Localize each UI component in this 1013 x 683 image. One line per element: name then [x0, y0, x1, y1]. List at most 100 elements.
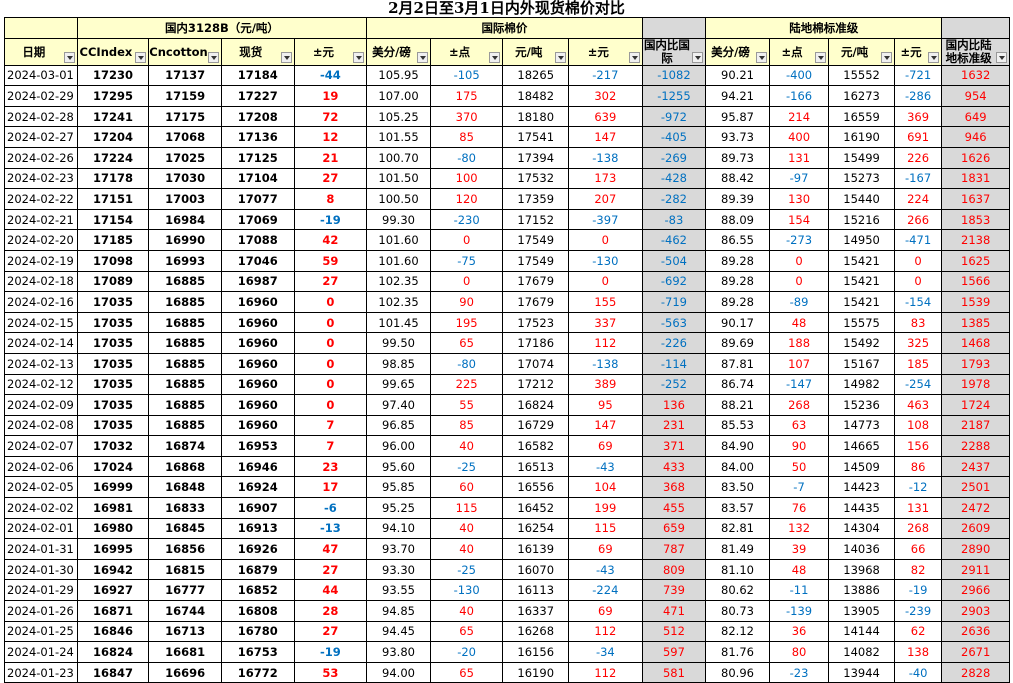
cell-intl-yuan-ton: 16190: [502, 661, 570, 683]
filter-dropdown-icon[interactable]: [692, 51, 704, 63]
cell-intl-points: -20: [429, 641, 504, 663]
filter-dropdown-icon[interactable]: [928, 51, 940, 63]
cell-cncotton: 16856: [148, 538, 222, 560]
cell-intl-cents-lb: 93.80: [366, 641, 431, 663]
cell-domestic-vs-land: 946: [941, 126, 1010, 148]
cell-ccindex: 16927: [76, 579, 150, 602]
cell-spot: 16946: [220, 455, 295, 478]
cell-land-yuan-ton: 14950: [828, 229, 895, 251]
cell-domestic-vs-intl: -114: [641, 352, 707, 375]
cell-ccindex: 17241: [76, 105, 150, 128]
table-row: 2024-02-02 16981 16833 16907 -6 95.25 115 16452…: [4, 497, 1010, 519]
filter-dropdown-icon[interactable]: [996, 51, 1007, 63]
cell-land-points: 268: [768, 394, 830, 416]
cell-cncotton: 16868: [148, 455, 222, 478]
cell-land-yuan-change: 185: [893, 352, 943, 375]
cell-land-cents-lb: 89.28: [705, 249, 770, 272]
filter-dropdown-icon[interactable]: [628, 51, 640, 63]
cell-domestic-change: 27: [293, 620, 368, 643]
cell-land-yuan-ton: 14036: [828, 538, 895, 560]
filter-dropdown-icon[interactable]: [555, 51, 567, 63]
cell-land-yuan-change: 266: [893, 208, 943, 231]
cell-domestic-vs-land: 1539: [941, 291, 1010, 313]
filter-dropdown-icon[interactable]: [353, 51, 365, 63]
table-row: 2024-01-29 16927 16777 16852 44 93.55 -130 1611…: [4, 579, 1010, 602]
cell-domestic-change: 27: [293, 167, 368, 190]
filter-dropdown-icon[interactable]: [63, 51, 75, 63]
filter-dropdown-icon[interactable]: [815, 51, 827, 63]
cell-intl-points: -80: [429, 146, 504, 169]
cell-domestic-change: -6: [293, 497, 368, 519]
cell-cncotton: 16984: [148, 208, 222, 231]
cell-ccindex: 17035: [76, 394, 150, 416]
cell-domestic-vs-intl: 809: [641, 558, 707, 581]
cell-cncotton: 16885: [148, 394, 222, 416]
column-header-label: ±点: [781, 44, 803, 59]
cell-land-yuan-change: 463: [893, 394, 943, 416]
cell-domestic-vs-intl: -972: [641, 105, 707, 128]
cell-land-yuan-change: 369: [893, 105, 943, 128]
cell-domestic-change: 0: [293, 291, 368, 313]
cell-intl-points: 370: [429, 105, 504, 128]
filter-dropdown-icon[interactable]: [135, 51, 147, 63]
cell-ccindex: 17035: [76, 373, 150, 396]
cell-intl-cents-lb: 97.40: [366, 394, 431, 416]
cotton-price-table: 国内3128B（元/吨） 国际棉价 陆地棉标准级 日期 CCIndex Cncott…: [4, 17, 1010, 683]
cell-land-yuan-change: 325: [893, 332, 943, 354]
column-header-land-points: ±点: [768, 37, 830, 66]
filter-dropdown-icon[interactable]: [207, 51, 219, 63]
filter-dropdown-icon[interactable]: [755, 51, 767, 63]
cell-land-yuan-change: -254: [893, 373, 943, 396]
cell-intl-cents-lb: 105.95: [366, 64, 431, 87]
cell-spot: 16953: [220, 435, 295, 457]
cell-domestic-vs-intl: -226: [641, 332, 707, 354]
cell-land-points: 50: [768, 455, 830, 478]
cell-spot: 16960: [220, 311, 295, 334]
cell-domestic-vs-intl: -504: [641, 249, 707, 272]
cell-intl-yuan-ton: 16582: [502, 435, 570, 457]
cell-land-cents-lb: 95.87: [705, 105, 770, 128]
filter-dropdown-icon[interactable]: [880, 51, 892, 63]
cell-domestic-vs-intl: -405: [641, 126, 707, 148]
column-header-intl-cents-lb: 美分/磅: [366, 37, 431, 66]
cell-land-cents-lb: 89.28: [705, 291, 770, 313]
cell-land-yuan-change: 138: [893, 641, 943, 663]
cell-spot: 17184: [220, 64, 295, 87]
cell-ccindex: 17204: [76, 126, 150, 148]
cell-date: 2024-01-30: [4, 558, 78, 581]
cell-domestic-change: -44: [293, 64, 368, 87]
cell-domestic-vs-intl: 471: [641, 600, 707, 622]
cell-ccindex: 17089: [76, 270, 150, 293]
cell-ccindex: 17035: [76, 332, 150, 354]
filter-dropdown-icon[interactable]: [280, 51, 292, 63]
table-row: 2024-03-01 17230 17137 17184 -44 105.95 -105 18…: [4, 64, 1010, 87]
cell-ccindex: 17178: [76, 167, 150, 190]
cell-intl-yuan-change: -217: [568, 64, 643, 87]
cell-land-cents-lb: 90.21: [705, 64, 770, 87]
cell-domestic-change: 0: [293, 373, 368, 396]
table-row: 2024-02-29 17295 17159 17227 19 107.00 175 1848…: [4, 85, 1010, 107]
cell-intl-points: 65: [429, 620, 504, 643]
cell-date: 2024-02-12: [4, 373, 78, 396]
cell-land-cents-lb: 90.17: [705, 311, 770, 334]
cell-cncotton: 16833: [148, 497, 222, 519]
cell-domestic-change: -19: [293, 208, 368, 231]
table-row: 2024-02-05 16999 16848 16924 17 95.85 60 16556 1…: [4, 476, 1010, 499]
filter-dropdown-icon[interactable]: [489, 51, 501, 63]
filter-dropdown-icon[interactable]: [416, 51, 428, 63]
cell-domestic-vs-intl: -563: [641, 311, 707, 334]
cell-domestic-vs-intl: 433: [641, 455, 707, 478]
cell-cncotton: 17003: [148, 188, 222, 210]
cell-intl-yuan-change: -138: [568, 352, 643, 375]
cell-intl-points: 65: [429, 332, 504, 354]
cell-date: 2024-02-21: [4, 208, 78, 231]
cell-domestic-vs-intl: 231: [641, 414, 707, 437]
cell-spot: 16960: [220, 414, 295, 437]
group-land: 陆地棉标准级: [705, 17, 943, 39]
column-header-label: 美分/磅: [711, 44, 750, 59]
cell-land-points: 107: [768, 352, 830, 375]
cell-land-points: 132: [768, 517, 830, 540]
cell-cncotton: 16885: [148, 414, 222, 437]
cell-domestic-change: 0: [293, 394, 368, 416]
cell-domestic-change: -13: [293, 517, 368, 540]
